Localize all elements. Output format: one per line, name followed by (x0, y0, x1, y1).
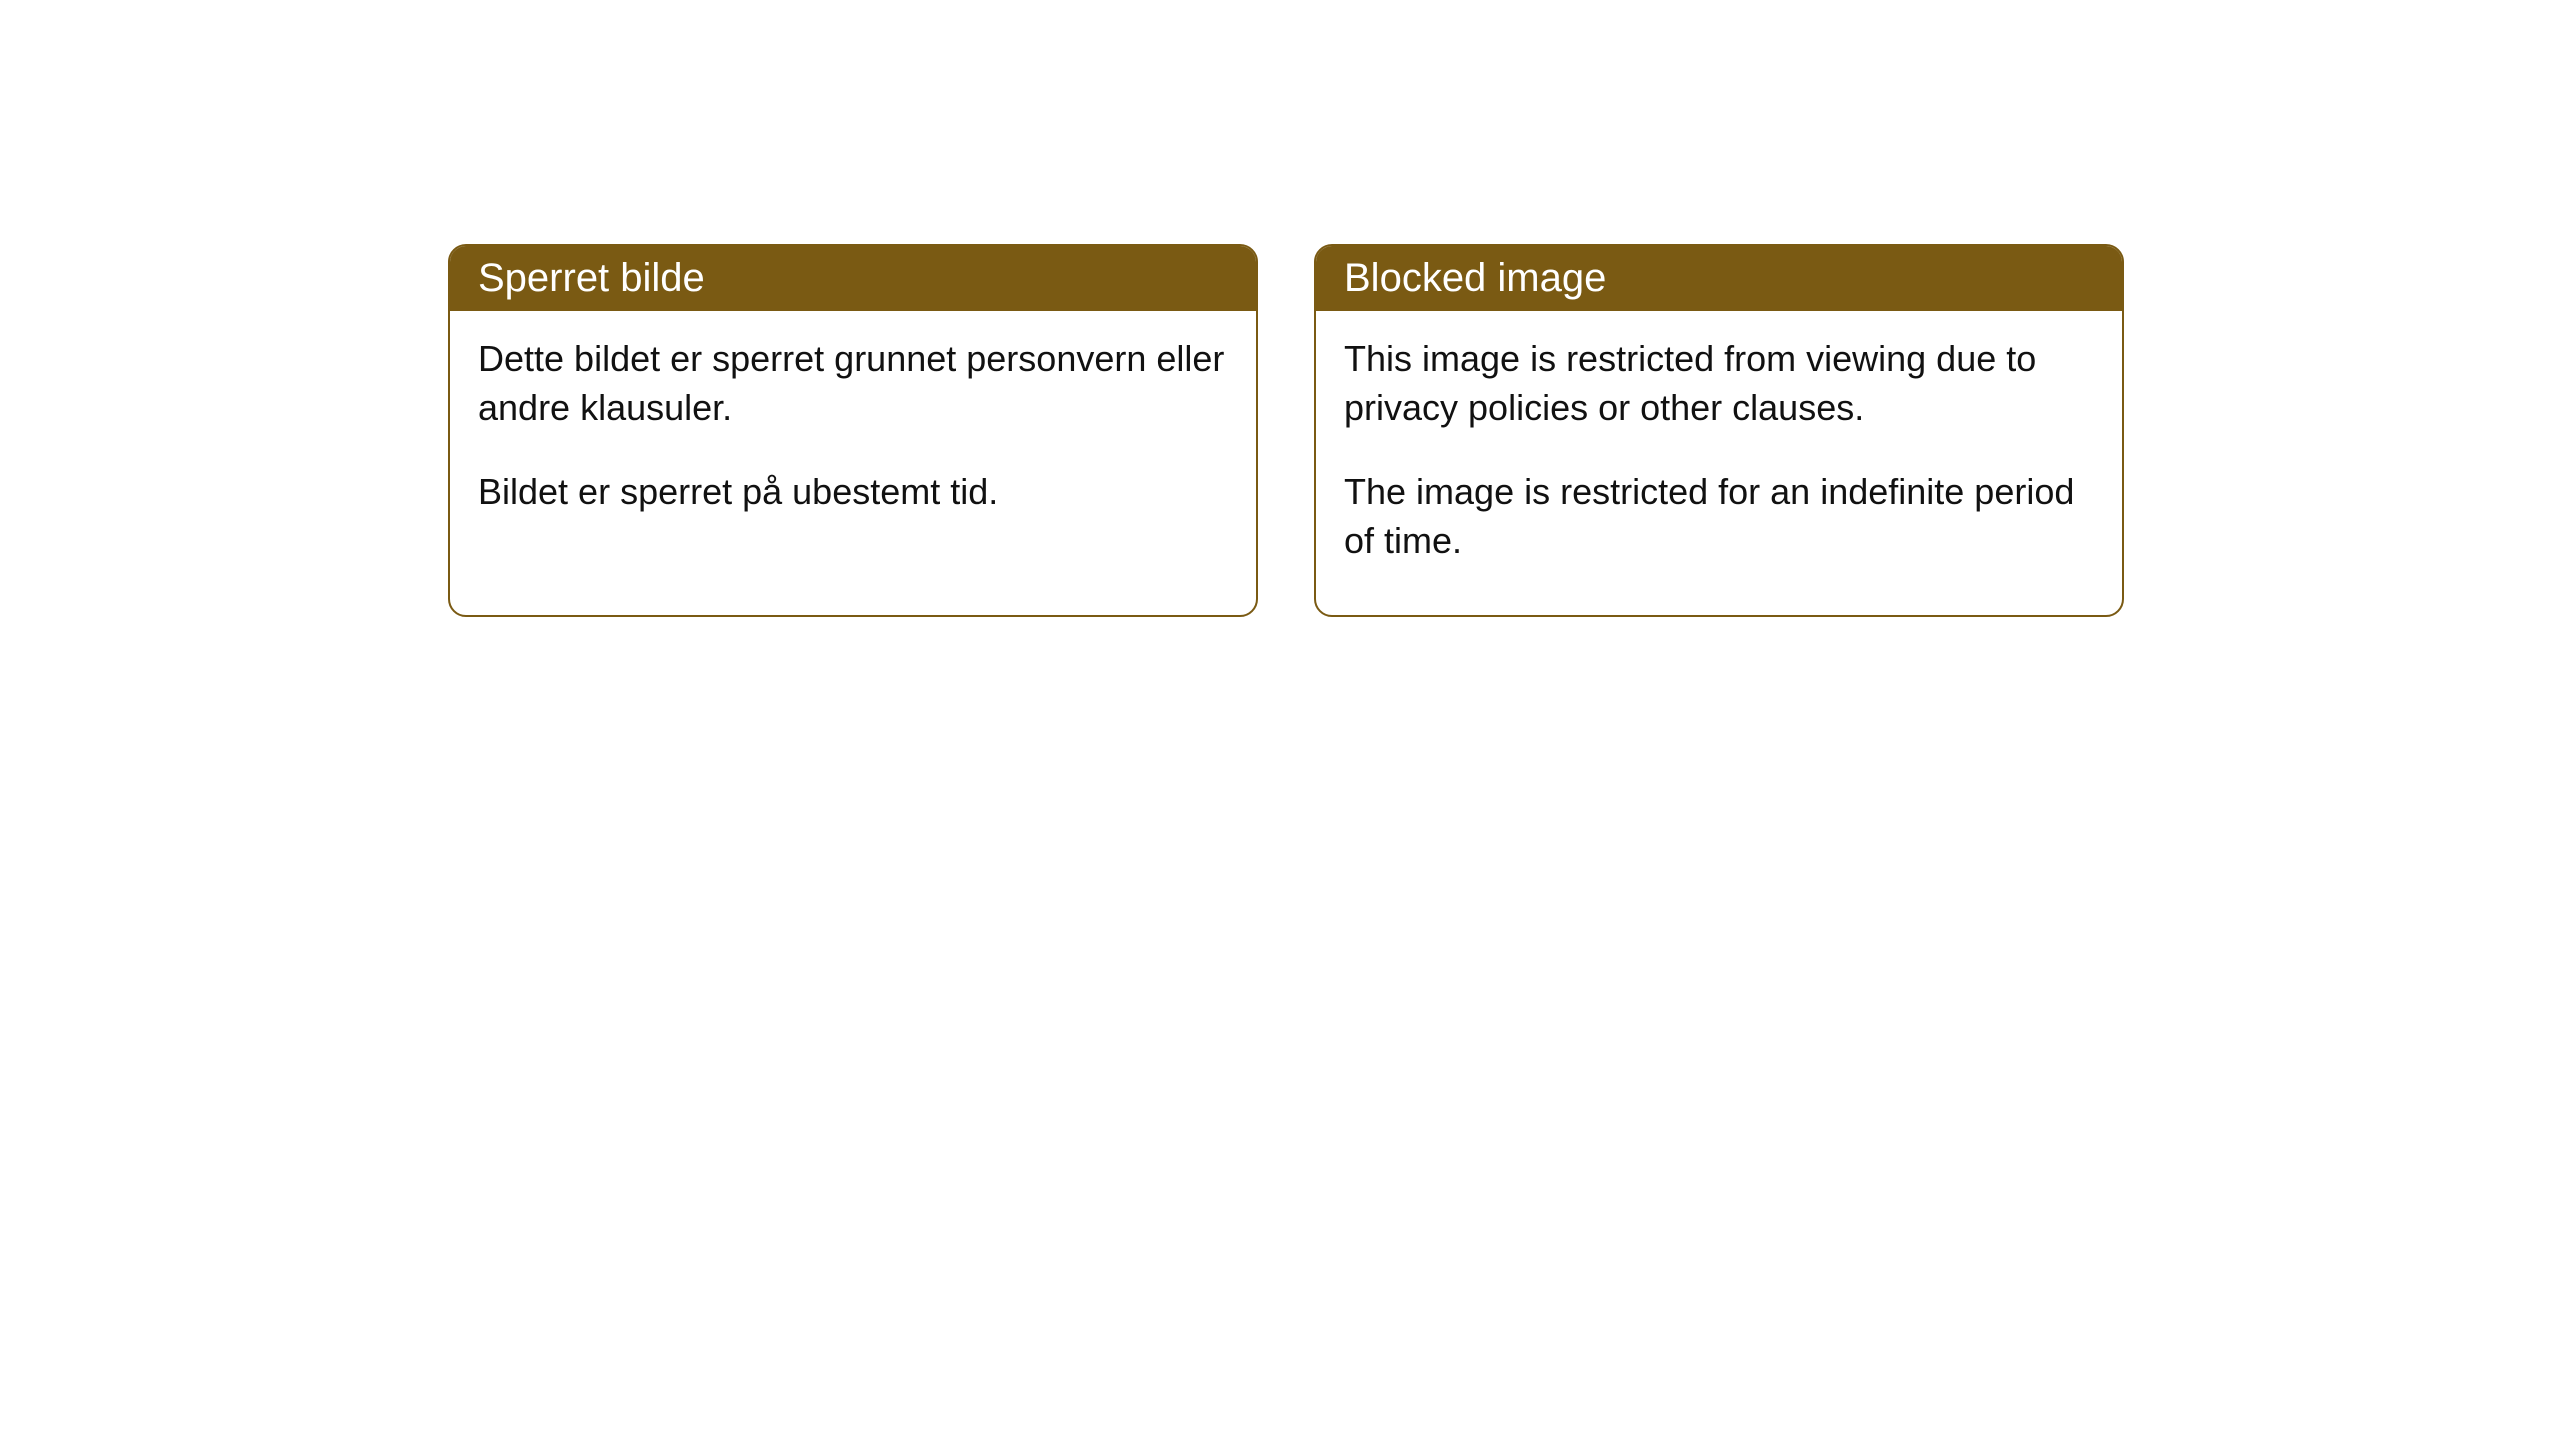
notice-card-body: This image is restricted from viewing du… (1316, 311, 2122, 615)
notice-card-header: Sperret bilde (450, 246, 1256, 311)
notice-card-para: This image is restricted from viewing du… (1344, 335, 2094, 432)
notice-container: Sperret bilde Dette bildet er sperret gr… (0, 0, 2560, 617)
notice-card-para: Bildet er sperret på ubestemt tid. (478, 468, 1228, 517)
notice-card-norwegian: Sperret bilde Dette bildet er sperret gr… (448, 244, 1258, 617)
notice-card-header: Blocked image (1316, 246, 2122, 311)
notice-card-title: Sperret bilde (478, 256, 705, 300)
notice-card-body: Dette bildet er sperret grunnet personve… (450, 311, 1256, 567)
notice-card-para: The image is restricted for an indefinit… (1344, 468, 2094, 565)
notice-card-para: Dette bildet er sperret grunnet personve… (478, 335, 1228, 432)
notice-card-title: Blocked image (1344, 256, 1606, 300)
notice-card-english: Blocked image This image is restricted f… (1314, 244, 2124, 617)
